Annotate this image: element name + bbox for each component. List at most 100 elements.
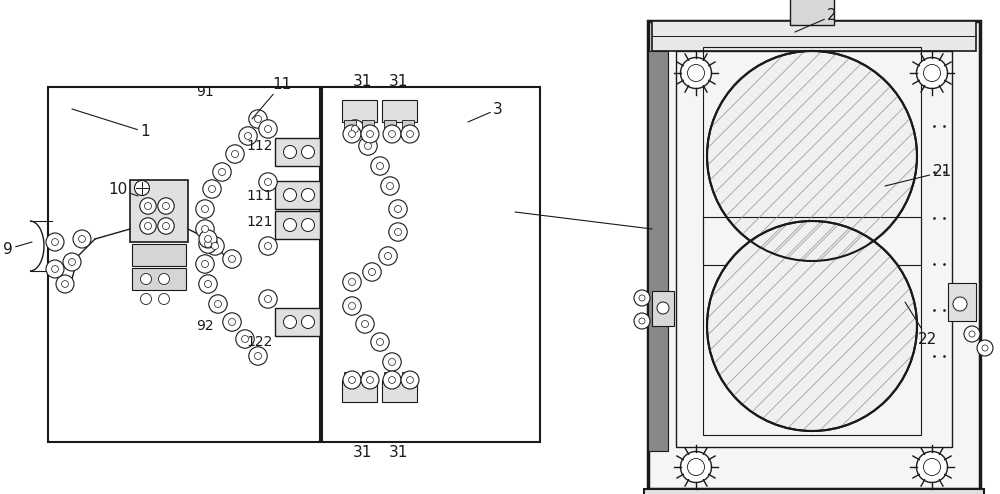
Circle shape: [367, 130, 373, 137]
Circle shape: [365, 142, 371, 150]
Circle shape: [259, 237, 277, 255]
Circle shape: [377, 163, 383, 169]
Bar: [275, 138, 320, 166]
Circle shape: [69, 258, 75, 265]
Circle shape: [385, 252, 391, 259]
Bar: [402, 120, 414, 130]
Circle shape: [158, 198, 174, 214]
Circle shape: [205, 236, 211, 243]
Text: 112: 112: [247, 139, 273, 153]
Circle shape: [144, 222, 152, 230]
Bar: [644, 489, 984, 494]
Text: 92: 92: [196, 319, 214, 333]
Circle shape: [265, 125, 271, 132]
Circle shape: [158, 274, 170, 285]
Circle shape: [346, 120, 364, 138]
Circle shape: [367, 376, 373, 383]
Circle shape: [140, 218, 156, 234]
Circle shape: [140, 293, 152, 304]
Circle shape: [162, 222, 170, 230]
Circle shape: [284, 218, 296, 232]
Circle shape: [255, 353, 261, 360]
Circle shape: [953, 297, 967, 311]
Circle shape: [209, 186, 215, 193]
Circle shape: [302, 189, 314, 202]
Circle shape: [140, 198, 156, 214]
Circle shape: [302, 218, 314, 232]
Text: 9: 9: [3, 242, 32, 256]
Circle shape: [343, 371, 361, 389]
Bar: [652, 21, 976, 51]
Text: 3: 3: [468, 101, 503, 122]
Circle shape: [284, 189, 296, 202]
Circle shape: [371, 333, 389, 351]
Circle shape: [389, 223, 407, 241]
Circle shape: [212, 243, 218, 249]
Text: 122: 122: [247, 335, 273, 349]
Circle shape: [284, 146, 296, 159]
Circle shape: [259, 120, 277, 138]
Circle shape: [395, 206, 401, 212]
Circle shape: [219, 168, 225, 175]
Bar: [948, 283, 976, 321]
Circle shape: [361, 371, 379, 389]
Circle shape: [387, 182, 393, 190]
Circle shape: [302, 146, 314, 159]
Circle shape: [916, 57, 948, 88]
Circle shape: [381, 177, 399, 195]
Bar: [402, 372, 414, 382]
Circle shape: [389, 376, 395, 383]
Bar: [322, 87, 540, 442]
Bar: [132, 268, 186, 290]
Circle shape: [46, 233, 64, 251]
Circle shape: [209, 295, 227, 313]
Text: 111: 111: [247, 189, 273, 203]
Circle shape: [223, 313, 241, 331]
Circle shape: [259, 173, 277, 191]
Circle shape: [249, 110, 267, 128]
Circle shape: [245, 132, 251, 139]
Circle shape: [687, 458, 705, 476]
Circle shape: [265, 295, 271, 302]
Circle shape: [62, 281, 68, 288]
Text: 22: 22: [905, 302, 938, 346]
Bar: [382, 100, 417, 122]
Bar: [382, 380, 417, 402]
Circle shape: [923, 65, 941, 82]
Circle shape: [205, 281, 211, 288]
Circle shape: [657, 302, 669, 314]
Circle shape: [349, 279, 355, 286]
Text: 31: 31: [388, 445, 408, 459]
Text: 21: 21: [885, 165, 952, 186]
Circle shape: [202, 260, 208, 267]
Circle shape: [969, 331, 975, 337]
Circle shape: [213, 163, 231, 181]
Circle shape: [46, 260, 64, 278]
Circle shape: [249, 347, 267, 365]
Circle shape: [681, 452, 712, 483]
Circle shape: [302, 316, 314, 329]
Circle shape: [140, 274, 152, 285]
Bar: [344, 372, 356, 382]
Bar: [362, 120, 374, 130]
Circle shape: [229, 255, 235, 262]
Circle shape: [215, 300, 221, 307]
Circle shape: [265, 178, 271, 185]
Bar: [648, 21, 980, 489]
Bar: [275, 211, 320, 239]
Circle shape: [144, 203, 152, 209]
Bar: [342, 100, 377, 122]
Circle shape: [196, 220, 214, 238]
Circle shape: [982, 345, 988, 351]
Text: 2: 2: [795, 8, 837, 32]
Bar: [703, 47, 921, 265]
Circle shape: [52, 266, 58, 272]
Circle shape: [343, 273, 361, 291]
Bar: [676, 51, 952, 447]
Circle shape: [707, 221, 917, 431]
Circle shape: [199, 230, 217, 248]
Circle shape: [639, 318, 645, 324]
Bar: [48, 87, 320, 442]
Circle shape: [964, 326, 980, 342]
Bar: [648, 51, 668, 451]
